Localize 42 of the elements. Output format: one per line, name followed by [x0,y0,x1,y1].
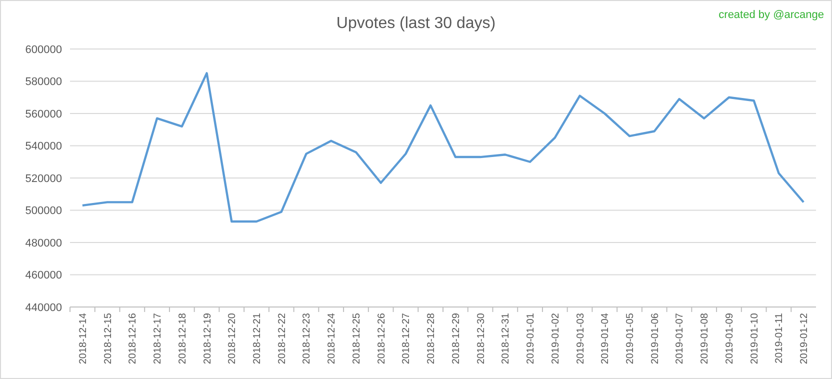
y-tick-label: 440000 [25,302,62,314]
y-tick-label: 600000 [25,44,62,56]
x-tick-label: 2019-01-05 [625,312,636,364]
chart-title: Upvotes (last 30 days) [336,15,496,32]
x-tick-label: 2018-12-21 [252,312,263,364]
y-tick-label: 580000 [25,76,62,88]
x-tick-label: 2019-01-08 [700,312,711,364]
x-tick-label: 2018-12-27 [401,312,412,364]
y-tick-label: 560000 [25,108,62,120]
x-tick-label: 2018-12-18 [177,312,188,364]
x-tick-label: 2019-01-11 [774,312,786,364]
x-tick-label: 2019-01-12 [799,312,810,364]
x-tick-label: 2018-12-28 [426,312,438,364]
y-tick-label: 520000 [25,172,62,185]
x-tick-label: 2019-01-07 [674,312,686,364]
x-tick-label: 2018-12-31 [500,312,512,364]
x-tick-label: 2018-12-26 [376,312,388,364]
x-tick-label: 2018-12-25 [351,312,362,364]
x-tick-label: 2019-01-03 [575,312,586,364]
x-tick-label: 2018-12-17 [152,312,164,364]
y-tick-label: 500000 [25,205,62,218]
x-tick-label: 2019-01-06 [650,312,661,364]
x-tick-label: 2018-12-19 [202,312,214,364]
line-series [81,72,805,223]
x-tick-label: 2019-01-10 [749,312,760,364]
text: created by @arcange [718,9,824,21]
x-tick-label: 2018-12-20 [227,312,238,364]
y-tick-label: 460000 [25,270,62,282]
x-tick-label: 2018-12-15 [102,312,114,364]
y-tick-label: 480000 [25,237,62,250]
x-tick-label: 2019-01-01 [526,312,537,364]
x-tick-label: 2018-12-23 [302,312,313,364]
x-tick-label: 2019-01-09 [724,312,736,364]
x-tick-label: 2018-12-30 [476,312,487,364]
x-tick-label: 2018-12-29 [450,312,462,364]
x-tick-label: 2019-01-04 [600,312,612,364]
x-tick-label: 2018-12-14 [78,312,89,364]
x-tick-label: 2018-12-22 [276,312,288,364]
x-tick-label: 2019-01-02 [550,312,562,364]
x-tick-label: 2018-12-24 [326,312,338,364]
x-tick-label: 2018-12-16 [128,312,139,364]
y-tick-label: 540000 [25,140,62,153]
